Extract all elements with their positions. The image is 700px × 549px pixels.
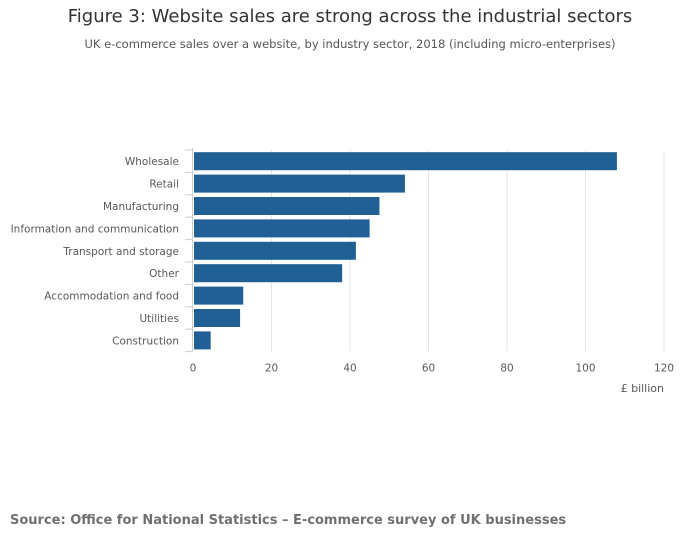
- bar: [194, 331, 211, 350]
- category-label: Transport and storage: [62, 246, 179, 258]
- bar: [194, 174, 405, 193]
- y-axis: [185, 148, 193, 353]
- category-label: Retail: [149, 179, 179, 191]
- category-labels: Wholesale Retail Manufacturing Information …: [11, 156, 180, 347]
- category-label: Accommodation and food: [44, 291, 179, 303]
- x-tick-label: 100: [575, 363, 595, 375]
- x-tick-label: 0: [190, 363, 197, 375]
- category-label: Other: [149, 268, 179, 280]
- bars: [194, 152, 617, 350]
- x-tick-label: 40: [343, 363, 356, 375]
- bar: [194, 264, 343, 283]
- x-tick-label: 20: [265, 363, 278, 375]
- category-label: Construction: [112, 335, 179, 347]
- x-axis-ticks: 0 20 40 60 80 100 120: [190, 363, 674, 375]
- bar: [194, 309, 241, 327]
- bar: [194, 197, 380, 215]
- x-axis-label: £ billion: [621, 382, 664, 395]
- chart-title: Figure 3: Website sales are strong acros…: [67, 6, 633, 27]
- category-label: Information and communication: [11, 223, 179, 235]
- chart-subtitle: UK e-commerce sales over a website, by i…: [84, 37, 616, 51]
- source-note: Source: Office for National Statistics –…: [10, 513, 567, 528]
- category-label: Utilities: [139, 313, 179, 325]
- x-tick-label: 80: [500, 363, 513, 375]
- bar: [194, 152, 617, 171]
- bar: [194, 219, 370, 238]
- x-tick-label: 60: [422, 363, 435, 375]
- bar: [194, 286, 244, 305]
- bar: [194, 241, 356, 260]
- category-label: Manufacturing: [103, 201, 179, 213]
- category-label: Wholesale: [125, 156, 179, 168]
- x-tick-label: 120: [654, 363, 674, 375]
